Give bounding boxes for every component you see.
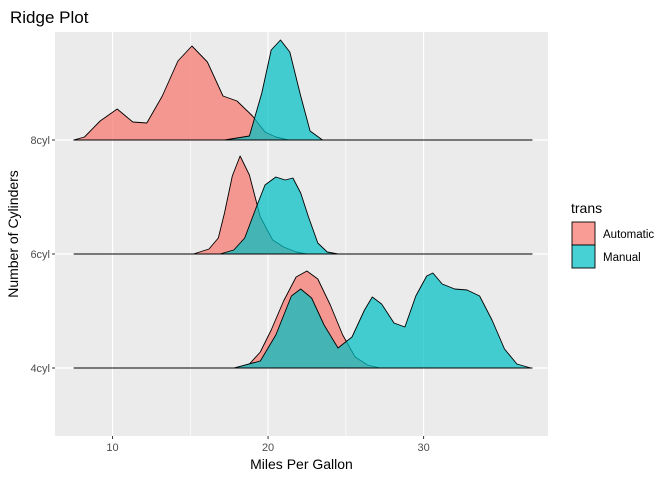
y-tick-label-6cyl: 6cyl	[30, 249, 50, 261]
x-axis-title: Miles Per Gallon	[250, 456, 353, 472]
ridge-manual-6cyl	[219, 176, 339, 255]
ridge-areas	[73, 39, 532, 369]
x-tick-label-20: 20	[262, 442, 274, 454]
legend-key-manual	[571, 244, 596, 269]
y-tick-label-8cyl: 8cyl	[30, 135, 50, 147]
y-axis-title: Number of Cylinders	[5, 170, 21, 298]
x-tick-label-30: 30	[417, 442, 429, 454]
legend-label-manual: Manual	[603, 252, 641, 264]
chart-title: Ridge Plot	[10, 8, 89, 27]
x-axis-tick-labels: 10 20 30	[106, 442, 429, 454]
legend-label-automatic: Automatic	[603, 229, 654, 241]
y-axis-ticks	[52, 139, 55, 369]
x-tick-label-10: 10	[106, 442, 118, 454]
legend-title: trans	[571, 200, 602, 216]
legend: trans Automatic Manual	[571, 200, 654, 269]
ridge-manual-4cyl	[233, 272, 532, 369]
y-tick-label-4cyl: 4cyl	[30, 363, 50, 375]
legend-key-automatic	[571, 221, 596, 246]
ridge-manual-8cyl	[224, 39, 323, 141]
x-axis-ticks	[112, 436, 425, 439]
ridge-baselines	[73, 139, 533, 369]
y-axis-tick-labels: 4cyl 6cyl 8cyl	[30, 135, 50, 375]
